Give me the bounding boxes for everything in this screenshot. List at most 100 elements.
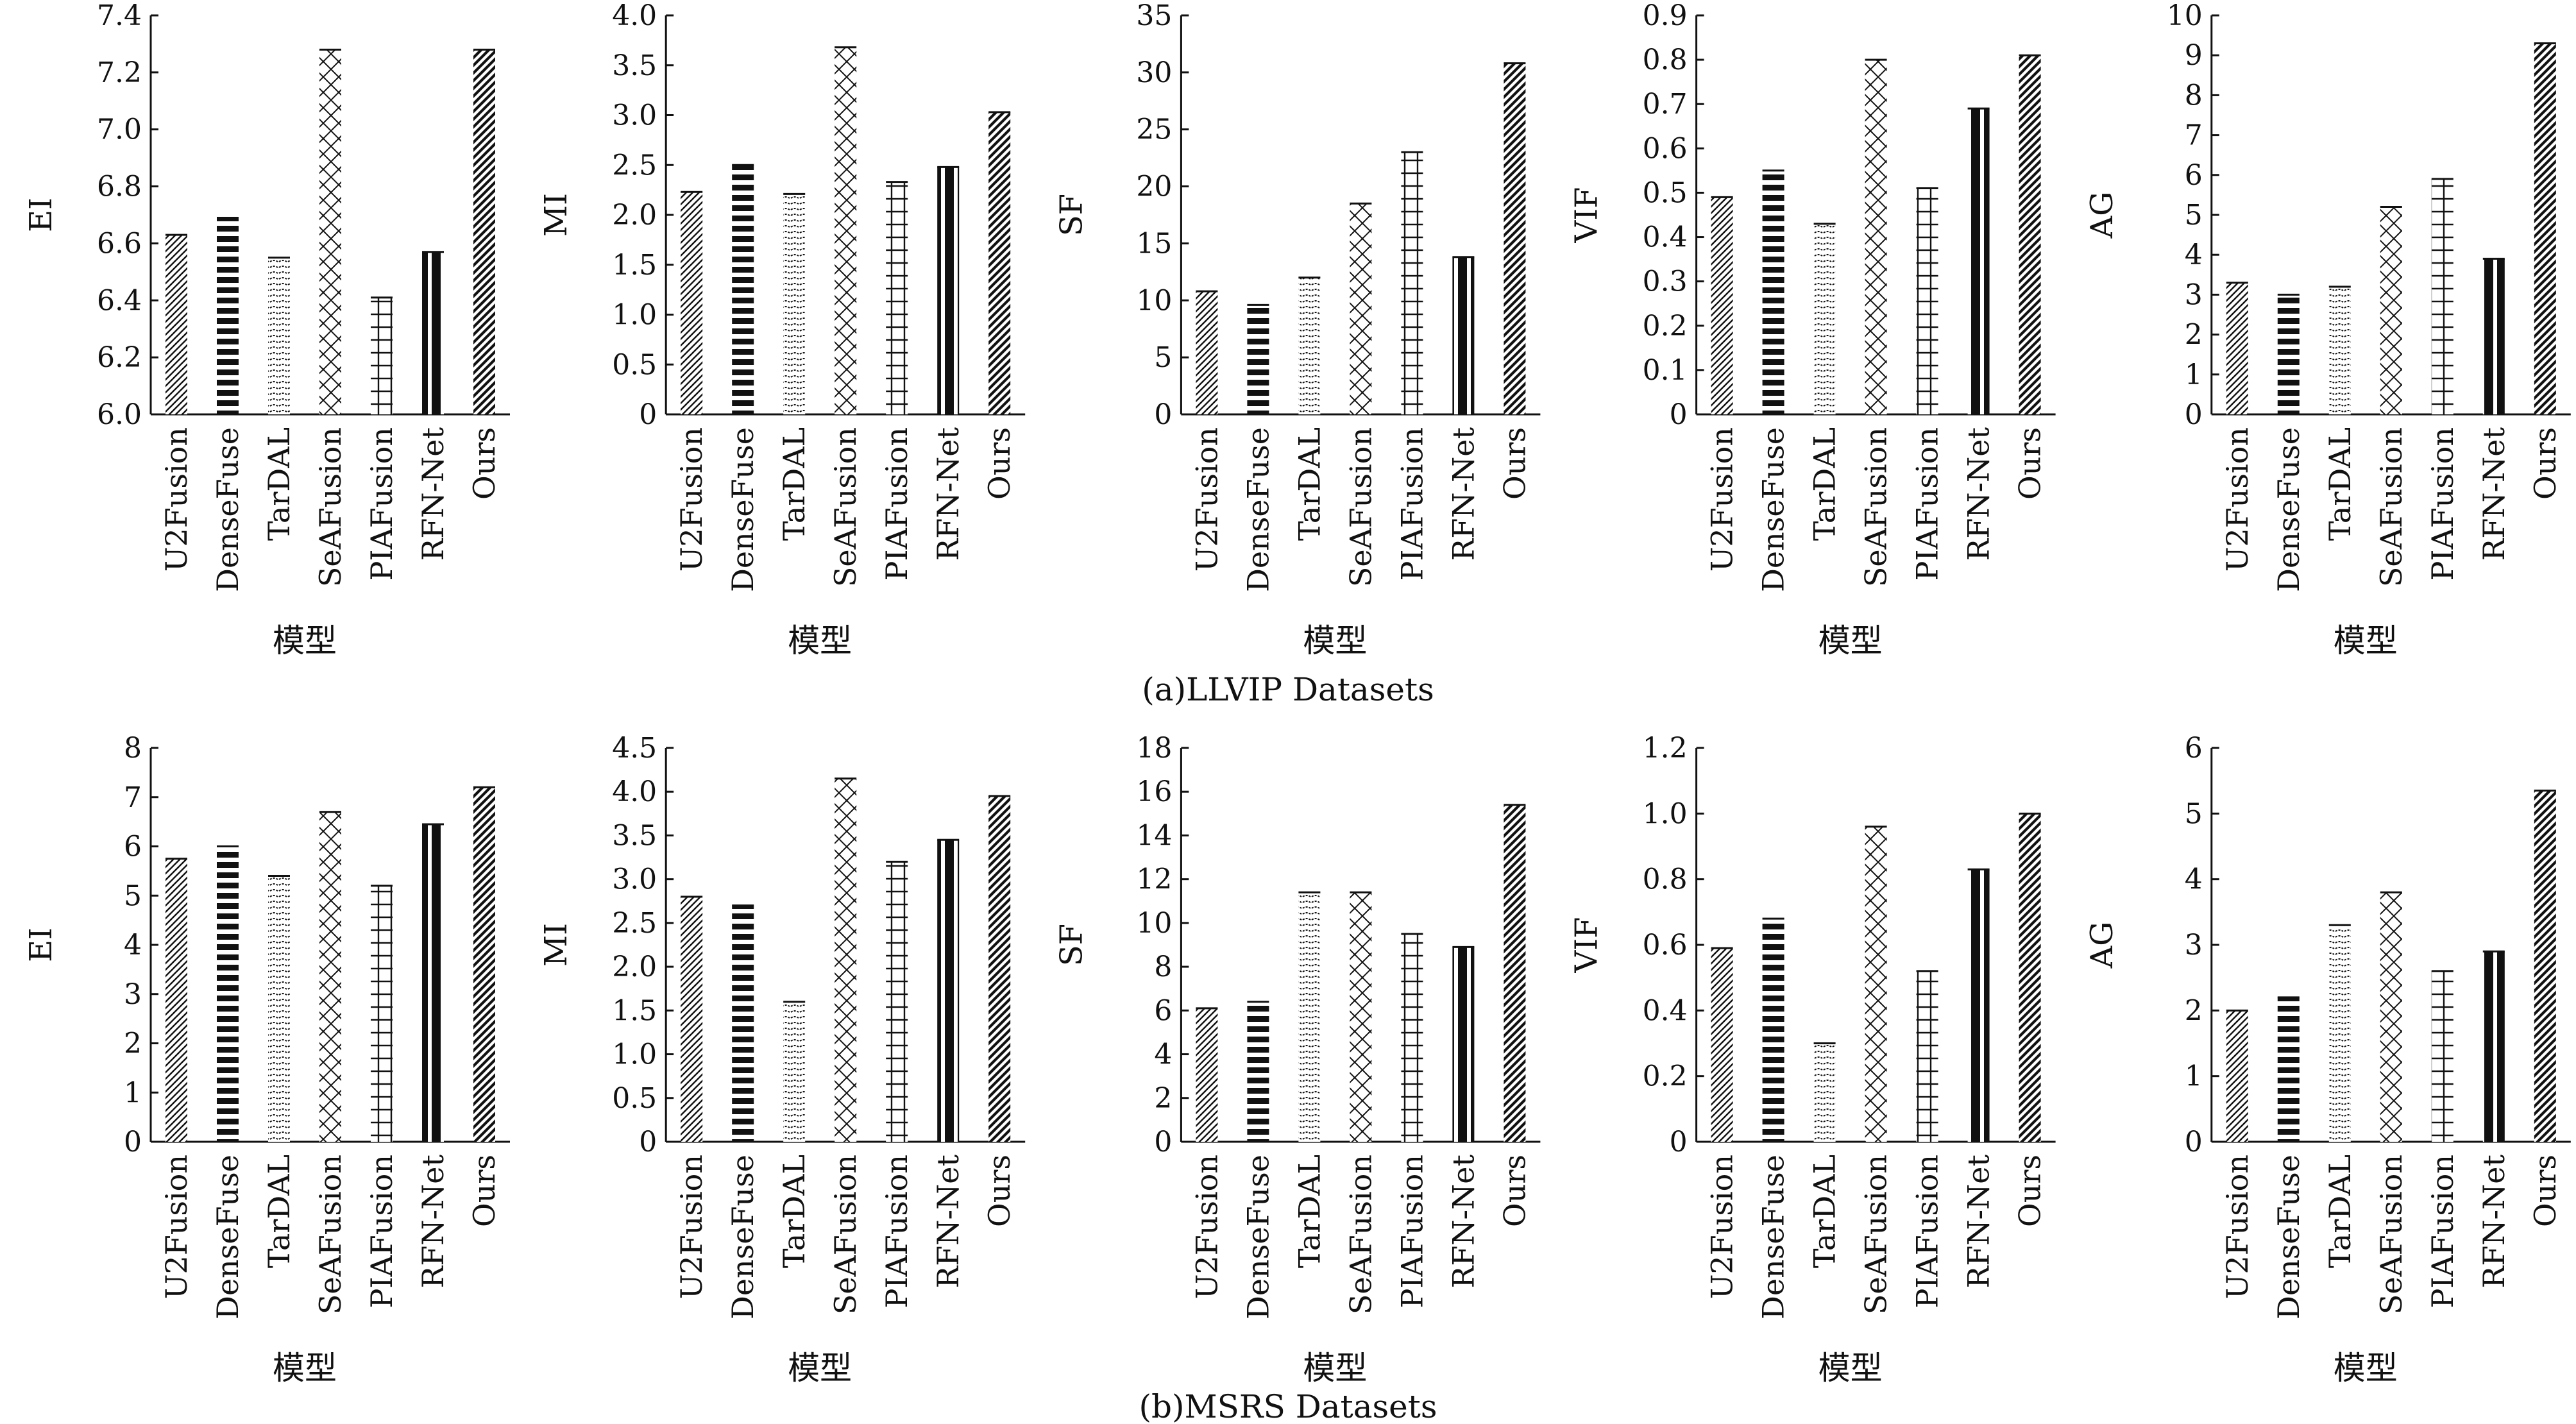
bar-densefuse bbox=[2277, 294, 2300, 414]
category-label: U2Fusion bbox=[1705, 427, 1740, 572]
bar-rfn-net bbox=[422, 251, 444, 414]
category-label: SeAFusion bbox=[1343, 1155, 1378, 1314]
category-label: RFN-Net bbox=[1962, 427, 1996, 561]
category-label: TarDAL bbox=[1808, 1155, 1842, 1268]
y-tick-label: 0.6 bbox=[1643, 132, 1688, 165]
category-label: U2Fusion bbox=[2220, 427, 2255, 572]
bar-rfn-net bbox=[1452, 257, 1475, 414]
bar-rfn-net bbox=[422, 824, 444, 1142]
category-label: U2Fusion bbox=[2220, 1155, 2255, 1299]
y-axis-label: VIF bbox=[1569, 187, 1605, 244]
y-tick-label: 1.5 bbox=[612, 994, 657, 1027]
bar-tardal bbox=[268, 876, 290, 1142]
category-label: DenseFuse bbox=[1756, 427, 1791, 592]
category-label: DenseFuse bbox=[1241, 1155, 1275, 1319]
category-label: SeAFusion bbox=[313, 427, 348, 587]
category-label: PIAFusion bbox=[2425, 1155, 2460, 1309]
category-label: RFN-Net bbox=[931, 427, 965, 561]
category-label: TarDAL bbox=[262, 427, 296, 541]
y-tick-label: 0.8 bbox=[1643, 44, 1688, 76]
y-tick-label: 6 bbox=[1154, 994, 1172, 1027]
y-tick-label: 2.0 bbox=[612, 951, 657, 983]
y-axis-label: EI bbox=[23, 198, 59, 232]
category-label: DenseFuse bbox=[1241, 427, 1275, 592]
category-label: U2Fusion bbox=[1705, 1155, 1740, 1299]
x-axis-title: 模型 bbox=[2334, 622, 2398, 659]
y-tick-label: 7 bbox=[124, 781, 142, 814]
y-tick-label: 3.5 bbox=[612, 819, 657, 852]
y-tick-label: 6.6 bbox=[97, 227, 142, 260]
bar-piafusion bbox=[1916, 188, 1938, 414]
y-tick-label: 1 bbox=[2185, 1060, 2203, 1093]
y-tick-label: 0 bbox=[1670, 1126, 1688, 1158]
category-label: TarDAL bbox=[1808, 427, 1842, 541]
category-label: RFN-Net bbox=[1962, 1154, 1996, 1288]
category-label: RFN-Net bbox=[931, 1154, 965, 1288]
bar-seafusion bbox=[835, 778, 857, 1142]
bar-ours bbox=[988, 796, 1011, 1142]
bar-ours bbox=[2534, 43, 2556, 415]
bar-rfn-net bbox=[2482, 259, 2505, 414]
bar-ours bbox=[1504, 63, 1526, 414]
category-label: SeAFusion bbox=[2374, 1155, 2409, 1314]
category-label: SeAFusion bbox=[1859, 427, 1894, 587]
category-label: RFN-Net bbox=[416, 1154, 450, 1288]
category-label: DenseFuse bbox=[1756, 1155, 1791, 1319]
y-tick-label: 3.0 bbox=[612, 863, 657, 896]
bar-u2fusion bbox=[1711, 948, 1733, 1142]
bar-rfn-net bbox=[2482, 951, 2505, 1142]
y-tick-label: 0.3 bbox=[1643, 266, 1688, 298]
y-tick-label: 6.2 bbox=[97, 341, 142, 374]
category-label: SeAFusion bbox=[828, 427, 863, 587]
bar-u2fusion bbox=[1711, 197, 1733, 414]
bar-tardal bbox=[1813, 1043, 1836, 1142]
y-tick-label: 3.5 bbox=[612, 49, 657, 82]
chart-panel-a-ag: 0 1 2 3 4 5 6 7 8 9 10 AG U2Fusion DenseFuse TarDAL SeA… bbox=[2084, 0, 2571, 659]
y-tick-label: 0.2 bbox=[1643, 310, 1688, 343]
bar-tardal bbox=[268, 257, 290, 414]
category-label: PIAFusion bbox=[364, 427, 399, 581]
category-label: TarDAL bbox=[1292, 1155, 1326, 1268]
y-tick-label: 6.0 bbox=[97, 398, 142, 431]
y-tick-label: 6 bbox=[124, 831, 142, 863]
x-axis-title: 模型 bbox=[1303, 1350, 1367, 1387]
y-tick-label: 6.8 bbox=[97, 171, 142, 203]
category-label: TarDAL bbox=[1292, 427, 1326, 541]
category-label: Ours bbox=[2013, 427, 2047, 500]
bar-seafusion bbox=[835, 47, 857, 414]
bar-tardal bbox=[1298, 277, 1321, 414]
y-tick-label: 0 bbox=[1670, 398, 1688, 431]
bar-rfn-net bbox=[937, 840, 960, 1142]
y-tick-label: 0.8 bbox=[1643, 863, 1688, 896]
bar-ours bbox=[2019, 55, 2041, 414]
x-axis-title: 模型 bbox=[273, 622, 337, 659]
bar-u2fusion bbox=[2226, 282, 2248, 414]
y-tick-label: 15 bbox=[1136, 227, 1172, 260]
y-tick-label: 0.5 bbox=[612, 1082, 657, 1115]
category-label: Ours bbox=[982, 427, 1017, 500]
y-tick-label: 6 bbox=[2185, 732, 2203, 765]
category-label: U2Fusion bbox=[674, 427, 709, 572]
y-tick-label: 0.5 bbox=[1643, 176, 1688, 209]
y-tick-label: 8 bbox=[1154, 951, 1172, 983]
y-tick-label: 0.2 bbox=[1643, 1060, 1688, 1093]
y-tick-label: 18 bbox=[1136, 732, 1172, 765]
y-tick-label: 1.2 bbox=[1643, 732, 1688, 765]
category-label: SeAFusion bbox=[1859, 1155, 1894, 1314]
bar-rfn-net bbox=[1967, 108, 1990, 414]
category-label: DenseFuse bbox=[2271, 427, 2306, 592]
bar-rfn-net bbox=[937, 167, 960, 414]
category-label: Ours bbox=[1497, 427, 1532, 500]
y-tick-label: 10 bbox=[1136, 907, 1172, 940]
bar-piafusion bbox=[2431, 179, 2453, 414]
y-axis-label: VIF bbox=[1569, 917, 1605, 974]
caption-a: (a)LLVIP Datasets bbox=[1142, 671, 1434, 708]
category-label: Ours bbox=[2013, 1155, 2047, 1227]
category-label: TarDAL bbox=[262, 1155, 296, 1268]
bar-piafusion bbox=[886, 861, 908, 1142]
bar-ours bbox=[988, 112, 1011, 414]
bar-ours bbox=[473, 49, 495, 415]
category-label: SeAFusion bbox=[313, 1155, 348, 1314]
chart-panel-a-sf: 0 5 10 15 20 25 30 35 SF U2Fusion DenseFuse TarDAL S… bbox=[1053, 0, 1541, 659]
bar-seafusion bbox=[2380, 892, 2402, 1142]
